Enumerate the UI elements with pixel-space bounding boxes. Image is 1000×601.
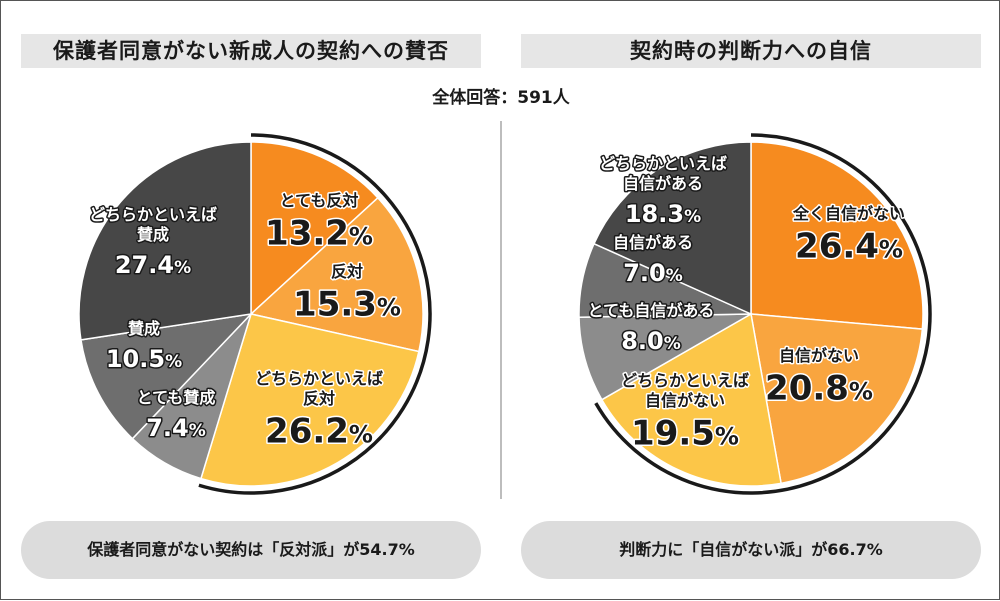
pie1-label-4: 自信がある 7.0% [611, 232, 694, 289]
pie1-group-arc [594, 133, 932, 495]
pie0-slice-1 [249, 196, 424, 353]
pie1-slice-2 [600, 312, 782, 487]
pie1-label-3: とても自信がある 8.0% [586, 300, 716, 357]
pie0-label-0: とても反対 13.2% [264, 190, 375, 256]
pie1-label-5-line-1: 自信がある [623, 174, 703, 193]
left-summary-pill: 保護者同意がない契約は「反対派」が54.7% [21, 521, 481, 579]
pie1-slice-5 [593, 141, 752, 316]
pie1-label-2-line-1: 自信がない [645, 391, 725, 410]
pie0-value-3: 7.4% [146, 414, 206, 442]
pie1-value-1: 20.8% [765, 369, 873, 409]
pie1-value-3: 8.0% [621, 327, 681, 355]
pie1-label-5-line-0: どちらかといえば [599, 154, 727, 173]
pie1-value-4: 7.0% [623, 259, 683, 287]
pie0-label-3: とても賛成 7.4% [135, 387, 217, 444]
pie0-label-4-line-0: 賛成 [128, 319, 160, 338]
pie1-label-4-line-0: 自信がある [613, 233, 693, 252]
panel-divider [500, 121, 502, 499]
pie0-label-2-line-1: 反対 [303, 389, 335, 408]
pie1-label-1-line-0: 自信がない [779, 346, 859, 365]
respondent-count: 全体回答：591人 [432, 88, 570, 108]
pie0-slice-0 [250, 141, 379, 316]
pie1-value-5: 18.3% [625, 200, 701, 228]
pie0-label-0-line-0: とても反対 [280, 191, 359, 210]
right-chart-title: 契約時の判断力への自信 [521, 34, 981, 68]
pie1-slice-0 [750, 141, 924, 330]
pie0-label-4: 賛成 10.5% [104, 318, 183, 375]
pie0-slice-5 [78, 141, 252, 341]
pie1-label-3-line-0: とても自信がある [588, 301, 715, 320]
pie1-label-2-line-0: どちらかといえば [621, 371, 749, 390]
left-chart-title: 保護者同意がない新成人の契約への賛否 [21, 34, 481, 68]
pie0-value-4: 10.5% [106, 345, 182, 373]
pie0-label-3-line-0: とても賛成 [137, 388, 216, 407]
pie0-value-5: 27.4% [115, 251, 191, 279]
pie0-value-0: 13.2% [265, 214, 373, 254]
pie0-label-5-line-1: 賛成 [137, 225, 169, 244]
pie0-slice-2 [200, 313, 420, 487]
pie0-value-1: 15.3% [293, 285, 401, 325]
pie1-label-1: 自信がない 20.8% [764, 345, 875, 411]
pie1-label-0-line-0: 全く自信がない [792, 204, 905, 223]
pie0-label-1: 反対 15.3% [292, 261, 403, 327]
pie0-value-2: 26.2% [265, 412, 373, 452]
pie0-label-2-line-0: どちらかといえば [255, 369, 383, 388]
pie0-group-arc [198, 133, 432, 495]
pie1-value-2: 19.5% [631, 414, 739, 454]
pie1-slice-1 [750, 313, 924, 485]
pie0-slice-4 [80, 312, 254, 440]
pie0-label-1-line-0: 反対 [331, 262, 363, 281]
pie1-label-0: 全く自信がない 26.4% [790, 203, 906, 269]
right-summary-pill: 判断力に「自信がない派」が66.7% [521, 521, 981, 579]
pie1-value-0: 26.4% [795, 227, 903, 267]
pie0-label-5-line-0: どちらかといえば [89, 205, 217, 224]
